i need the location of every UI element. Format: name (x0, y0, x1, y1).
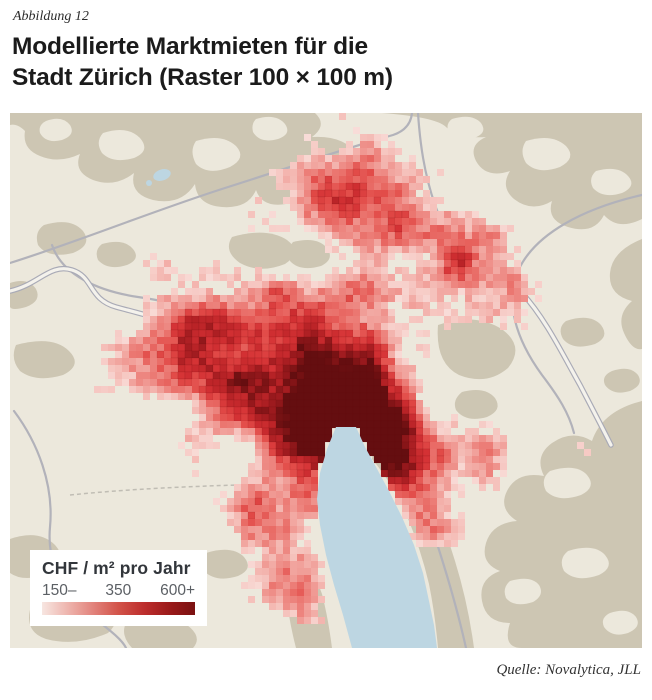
figure-title-line2: Stadt Zürich (Raster 100 × 100 m) (12, 64, 393, 91)
legend-gradient-bar (42, 602, 195, 615)
source-credit: Quelle: Novalytica, JLL (496, 662, 641, 678)
legend-panel: CHF / m² pro Jahr 150– 350 600+ (30, 550, 207, 626)
legend-title: CHF / m² pro Jahr (42, 558, 191, 578)
figure-label: Abbildung 12 (13, 9, 89, 24)
legend-tick-max: 600+ (160, 582, 195, 599)
figure-title-line1: Modellierte Marktmieten für die (12, 33, 368, 60)
map-canvas (10, 113, 642, 648)
pond (146, 169, 171, 186)
legend-ticks: 150– 350 600+ (42, 582, 195, 600)
legend-tick-min: 150– (42, 582, 77, 599)
rent-heatmap-map: CHF / m² pro Jahr 150– 350 600+ (10, 113, 642, 648)
legend-tick-mid: 350 (105, 582, 132, 599)
heatmap-cells-layer (94, 113, 591, 624)
lake-zurich-shape (317, 427, 437, 648)
terrain-layer (10, 113, 642, 648)
figure-title: Modellierte Marktmieten für die Stadt Zü… (12, 31, 632, 93)
